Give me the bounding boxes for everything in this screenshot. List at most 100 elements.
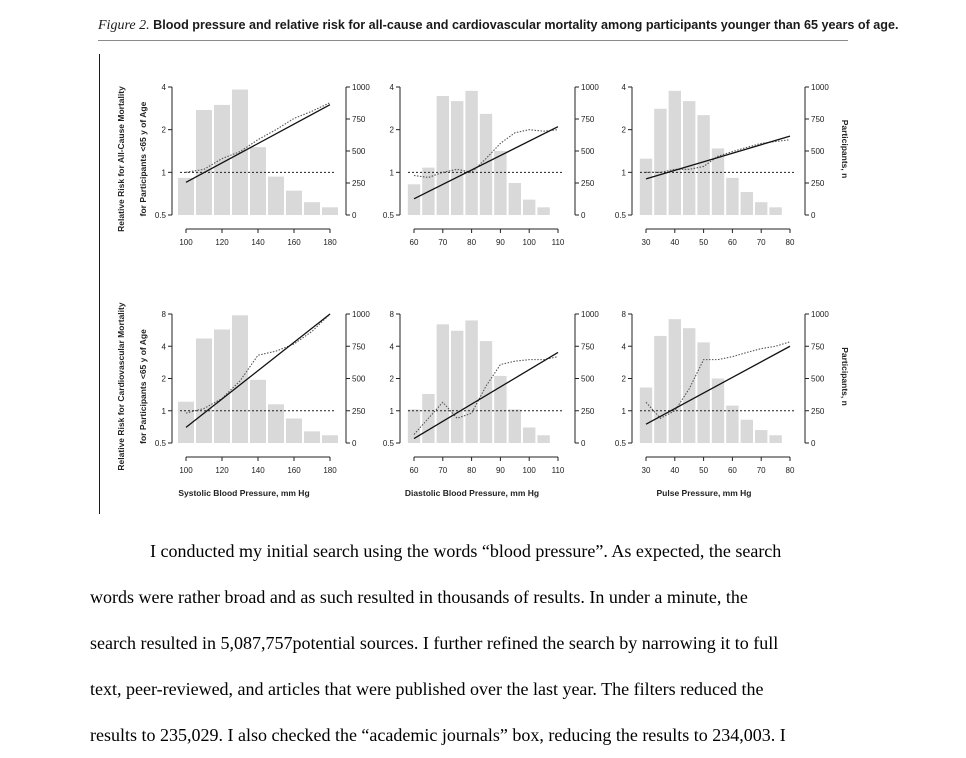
- x-tick-label: 60: [728, 466, 737, 475]
- figure-left-border: [99, 54, 100, 514]
- x-axis-title: Systolic Blood Pressure, mm Hg: [178, 488, 309, 498]
- participants-bar: [322, 435, 338, 443]
- participants-bar: [214, 104, 230, 215]
- x-tick-label: 180: [323, 238, 337, 247]
- participants-bar: [268, 176, 284, 215]
- x-tick-label: 160: [287, 466, 301, 475]
- linear-fit-line: [645, 135, 791, 180]
- x-tick-label: 140: [251, 466, 265, 475]
- chart-panel-2: [396, 86, 579, 233]
- y-tick-label: 8: [162, 310, 167, 319]
- y2-tick-label: 0: [811, 211, 816, 220]
- spline-curve: [413, 356, 559, 435]
- figure-top-rule: [98, 40, 848, 41]
- y2-tick-label: 500: [352, 375, 366, 384]
- y-axis-title: for Participants <65 y of Age: [138, 101, 148, 216]
- x-tick-label: 60: [728, 238, 737, 247]
- y2-tick-label: 1000: [352, 310, 370, 319]
- y-tick-label: 4: [622, 342, 627, 351]
- y2-tick-label: 750: [811, 115, 825, 124]
- y2-tick-label: 750: [581, 115, 595, 124]
- y-tick-label: 4: [162, 342, 167, 351]
- participants-bar: [697, 115, 710, 215]
- participants-bar: [286, 418, 302, 443]
- right-axis-title: Participants, n: [840, 347, 850, 406]
- spline-curve: [185, 102, 331, 173]
- y-axis-title: Relative Risk for Cardiovascular Mortali…: [116, 302, 126, 470]
- x-tick-label: 70: [757, 466, 766, 475]
- y-tick-label: 1: [390, 168, 395, 177]
- participants-bar: [668, 90, 681, 215]
- participants-bar: [755, 430, 768, 443]
- chart-panel-5: [396, 313, 579, 461]
- y2-tick-label: 750: [352, 115, 366, 124]
- linear-fit-line: [645, 345, 791, 425]
- y-tick-label: 4: [390, 342, 395, 351]
- x-tick-label: 80: [467, 466, 476, 475]
- x-tick-label: 70: [438, 466, 447, 475]
- participants-bar: [537, 207, 550, 215]
- participants-bar: [250, 147, 266, 215]
- y-tick-label: 0.5: [155, 439, 167, 448]
- participants-bar: [451, 101, 464, 215]
- y-tick-label: 8: [622, 310, 627, 319]
- y2-tick-label: 0: [581, 439, 586, 448]
- x-tick-label: 30: [642, 466, 651, 475]
- linear-fit-line: [185, 104, 331, 183]
- participants-bar: [178, 177, 194, 215]
- y-tick-label: 1: [622, 168, 627, 177]
- chart-panel-6: [628, 313, 809, 461]
- y-tick-label: 0.5: [155, 211, 167, 220]
- participants-bar: [726, 405, 739, 443]
- body-line: search resulted in 5,087,757potential so…: [90, 633, 779, 653]
- body-line: text, peer-reviewed, and articles that w…: [90, 679, 764, 699]
- y-tick-label: 2: [622, 375, 627, 384]
- participants-bar: [268, 404, 284, 443]
- participants-bar: [232, 315, 248, 443]
- x-tick-label: 110: [552, 466, 565, 475]
- y2-tick-label: 0: [581, 211, 586, 220]
- y-tick-label: 1: [390, 407, 395, 416]
- participants-bar: [286, 190, 302, 215]
- chart-panel-1: [168, 86, 350, 233]
- spline-curve: [413, 129, 559, 179]
- y-tick-label: 8: [390, 310, 395, 319]
- linear-fit-line: [185, 313, 331, 428]
- x-tick-label: 40: [670, 238, 679, 247]
- figure-label: Figure 2.: [98, 18, 150, 33]
- participants-bar: [683, 328, 696, 443]
- chart-panel-3: [628, 86, 809, 233]
- participants-bar: [479, 113, 493, 215]
- y-tick-label: 0.5: [383, 211, 395, 220]
- linear-fit-line: [413, 126, 559, 200]
- y2-tick-label: 250: [352, 407, 366, 416]
- participants-bar: [639, 158, 653, 215]
- participants-bar: [250, 379, 266, 443]
- y-tick-label: 2: [162, 375, 167, 384]
- participants-bar: [523, 199, 536, 215]
- y-tick-label: 0.5: [615, 211, 627, 220]
- x-tick-label: 60: [410, 466, 419, 475]
- x-tick-label: 100: [523, 238, 537, 247]
- y2-tick-label: 1000: [811, 310, 829, 319]
- participants-bar: [479, 341, 493, 443]
- y-tick-label: 1: [622, 407, 627, 416]
- participants-bar: [196, 110, 212, 215]
- x-axis-title: Diastolic Blood Pressure, mm Hg: [405, 488, 539, 498]
- y2-tick-label: 0: [352, 439, 357, 448]
- x-tick-label: 60: [410, 238, 419, 247]
- x-tick-label: 120: [215, 238, 229, 247]
- participants-bar: [639, 387, 653, 443]
- y2-tick-label: 750: [581, 342, 595, 351]
- participants-bar: [436, 95, 449, 215]
- x-tick-label: 100: [179, 238, 193, 247]
- body-line: I conducted my initial search using the …: [150, 541, 782, 561]
- x-tick-label: 180: [323, 466, 337, 475]
- y2-tick-label: 1000: [352, 83, 370, 92]
- participants-bar: [769, 207, 782, 215]
- x-tick-label: 100: [179, 466, 193, 475]
- participants-bar: [196, 338, 212, 443]
- spline-curve: [646, 139, 791, 173]
- x-tick-label: 90: [496, 238, 505, 247]
- y2-tick-label: 0: [811, 439, 816, 448]
